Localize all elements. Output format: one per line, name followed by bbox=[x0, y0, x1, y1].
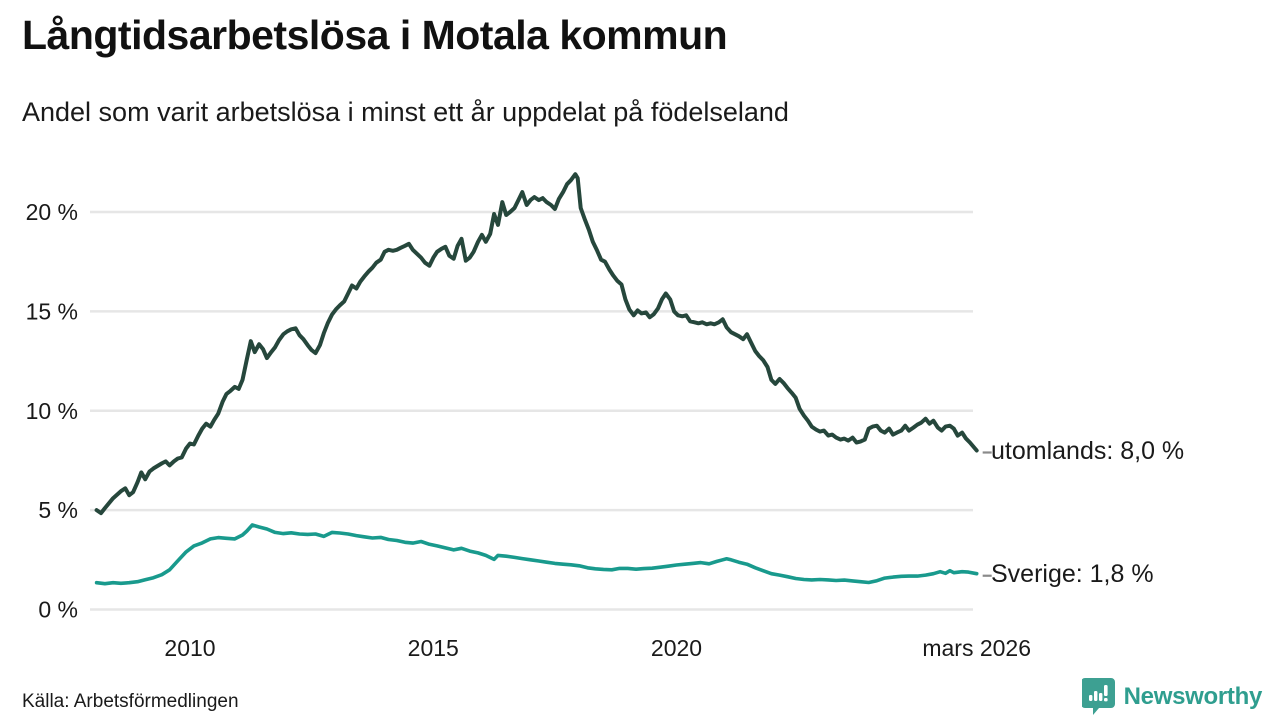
x-axis-tick-label: 2010 bbox=[164, 635, 215, 661]
y-axis-tick-label: 5 % bbox=[38, 497, 78, 523]
y-axis-tick-label: 15 % bbox=[26, 298, 78, 324]
x-axis-tick-label: mars 2026 bbox=[922, 635, 1031, 661]
brand-logo: Newsworthy bbox=[1081, 678, 1263, 715]
brand-name: Newsworthy bbox=[1123, 682, 1263, 710]
chart-subtitle: Andel som varit arbetslösa i minst ett å… bbox=[22, 97, 789, 127]
x-axis-tick-label: 2015 bbox=[408, 635, 459, 661]
chart-title: Långtidsarbetslösa i Motala kommun bbox=[22, 12, 728, 58]
y-axis-tick-label: 0 % bbox=[38, 597, 78, 623]
series-path-sverige bbox=[94, 523, 979, 586]
source-note: Källa: Arbetsförmedlingen bbox=[22, 691, 239, 712]
y-axis-tick-label: 20 % bbox=[26, 199, 78, 225]
series-end-label-utomlands: utomlands: 8,0 % bbox=[991, 436, 1185, 465]
series-end-label-sverige: Sverige: 1,8 % bbox=[991, 559, 1154, 588]
x-axis-tick-label: 2020 bbox=[651, 635, 702, 661]
series-path-utomlands bbox=[94, 172, 979, 516]
newsworthy-bubble-icon bbox=[1081, 678, 1115, 715]
y-axis-tick-label: 10 % bbox=[26, 398, 78, 424]
